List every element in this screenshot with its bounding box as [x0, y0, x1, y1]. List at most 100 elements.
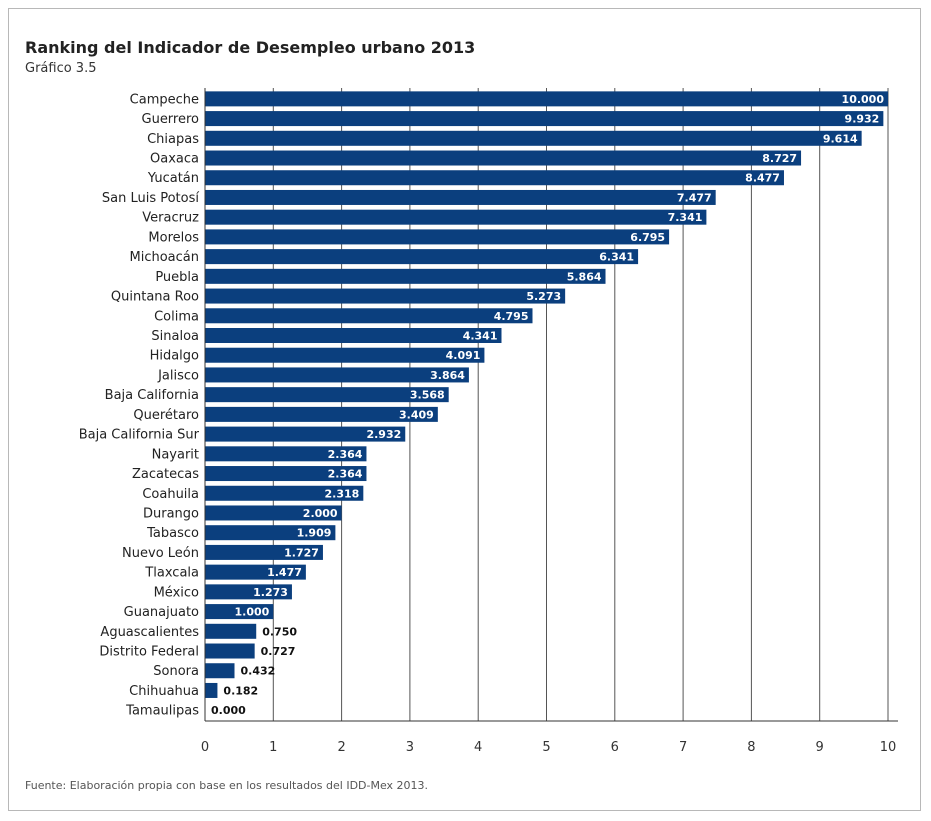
category-label: México	[154, 585, 199, 600]
category-label: Sinaloa	[151, 329, 199, 344]
bar	[205, 170, 784, 186]
value-label: 6.795	[630, 231, 665, 244]
bar	[205, 525, 336, 541]
value-label: 1.909	[297, 527, 332, 540]
bar	[205, 308, 533, 324]
bar	[205, 505, 342, 521]
x-tick-label: 1	[269, 740, 277, 755]
value-label: 4.795	[494, 310, 529, 323]
value-label: 4.341	[463, 330, 498, 343]
category-label: Querétaro	[133, 408, 199, 423]
category-label: San Luis Potosí	[102, 191, 200, 206]
bar	[205, 485, 364, 501]
bar	[205, 466, 367, 482]
category-label: Nuevo León	[122, 546, 199, 561]
category-label: Durango	[143, 506, 199, 521]
value-label: 5.273	[526, 290, 561, 303]
bar	[205, 584, 292, 600]
category-label: Morelos	[148, 230, 199, 245]
category-label: Guerrero	[142, 112, 200, 127]
value-label: 3.568	[410, 389, 445, 402]
category-label: Nayarit	[152, 447, 199, 462]
category-label: Tabasco	[146, 526, 199, 541]
chart-title: Ranking del Indicador de Desempleo urban…	[25, 38, 476, 57]
value-label: 1.727	[284, 546, 319, 559]
x-tick-label: 2	[337, 740, 345, 755]
x-tick-label: 6	[611, 740, 619, 755]
bar	[205, 446, 367, 462]
category-label: Sonora	[153, 664, 199, 679]
category-label: Michoacán	[130, 250, 200, 265]
x-tick-label: 0	[201, 740, 209, 755]
category-label: Zacatecas	[132, 467, 199, 482]
category-label: Aguascalientes	[100, 625, 199, 640]
bar	[205, 229, 670, 245]
bar	[205, 387, 449, 403]
x-tick-label: 5	[542, 740, 550, 755]
value-label: 4.091	[446, 349, 481, 362]
bar	[205, 91, 888, 107]
value-label: 6.341	[599, 251, 634, 264]
chart-subtitle: Gráfico 3.5	[25, 61, 97, 76]
source-note: Fuente: Elaboración propia con base en l…	[25, 779, 429, 792]
bar	[205, 367, 469, 383]
value-label: 1.477	[267, 566, 302, 579]
category-label: Colima	[154, 309, 199, 324]
value-label: 10.000	[842, 93, 885, 106]
category-label: Coahuila	[142, 487, 199, 502]
bar	[205, 347, 485, 363]
value-label: 0.000	[211, 704, 246, 717]
value-label: 7.341	[668, 211, 703, 224]
bar	[205, 682, 218, 698]
x-tick-label: 4	[474, 740, 482, 755]
category-label: Yucatán	[147, 171, 199, 186]
category-label: Hidalgo	[150, 349, 199, 364]
category-label: Chihuahua	[129, 684, 199, 699]
value-label: 0.750	[262, 625, 297, 638]
value-label: 0.182	[223, 684, 258, 697]
value-label: 9.614	[823, 132, 858, 145]
bar	[205, 406, 438, 422]
value-label: 3.409	[399, 408, 434, 421]
category-label: Distrito Federal	[99, 645, 199, 660]
value-label: 3.864	[430, 369, 465, 382]
x-tick-label: 7	[679, 740, 687, 755]
bar	[205, 209, 707, 225]
category-label: Jalisco	[157, 368, 199, 383]
category-label: Puebla	[155, 270, 199, 285]
bar	[205, 643, 255, 659]
value-label: 2.932	[366, 428, 401, 441]
value-label: 1.000	[235, 606, 270, 619]
value-label: 5.864	[567, 270, 602, 283]
value-label: 2.318	[325, 487, 360, 500]
category-label: Veracruz	[142, 211, 199, 226]
bar	[205, 268, 606, 284]
category-label: Baja California	[105, 388, 199, 403]
bar	[205, 288, 566, 304]
x-tick-label: 10	[880, 740, 897, 755]
category-label: Guanajuato	[124, 605, 199, 620]
category-label: Chiapas	[147, 132, 199, 147]
category-label: Campeche	[130, 92, 199, 107]
value-label: 2.364	[328, 448, 363, 461]
category-label: Oaxaca	[150, 152, 199, 167]
bar	[205, 249, 639, 265]
bar	[205, 544, 323, 560]
bar	[205, 604, 274, 620]
bar	[205, 623, 257, 639]
value-label: 8.477	[745, 172, 780, 185]
x-tick-label: 9	[816, 740, 824, 755]
value-label: 2.364	[328, 468, 363, 481]
value-label: 9.932	[845, 113, 880, 126]
bar	[205, 111, 884, 127]
bar	[205, 426, 406, 442]
category-label: Baja California Sur	[79, 428, 200, 443]
value-label: 1.273	[253, 586, 288, 599]
value-label: 0.432	[241, 665, 276, 678]
bar	[205, 328, 502, 343]
bar	[205, 130, 862, 146]
category-label: Tamaulipas	[125, 704, 199, 719]
x-tick-label: 8	[747, 740, 755, 755]
bar	[205, 663, 235, 679]
